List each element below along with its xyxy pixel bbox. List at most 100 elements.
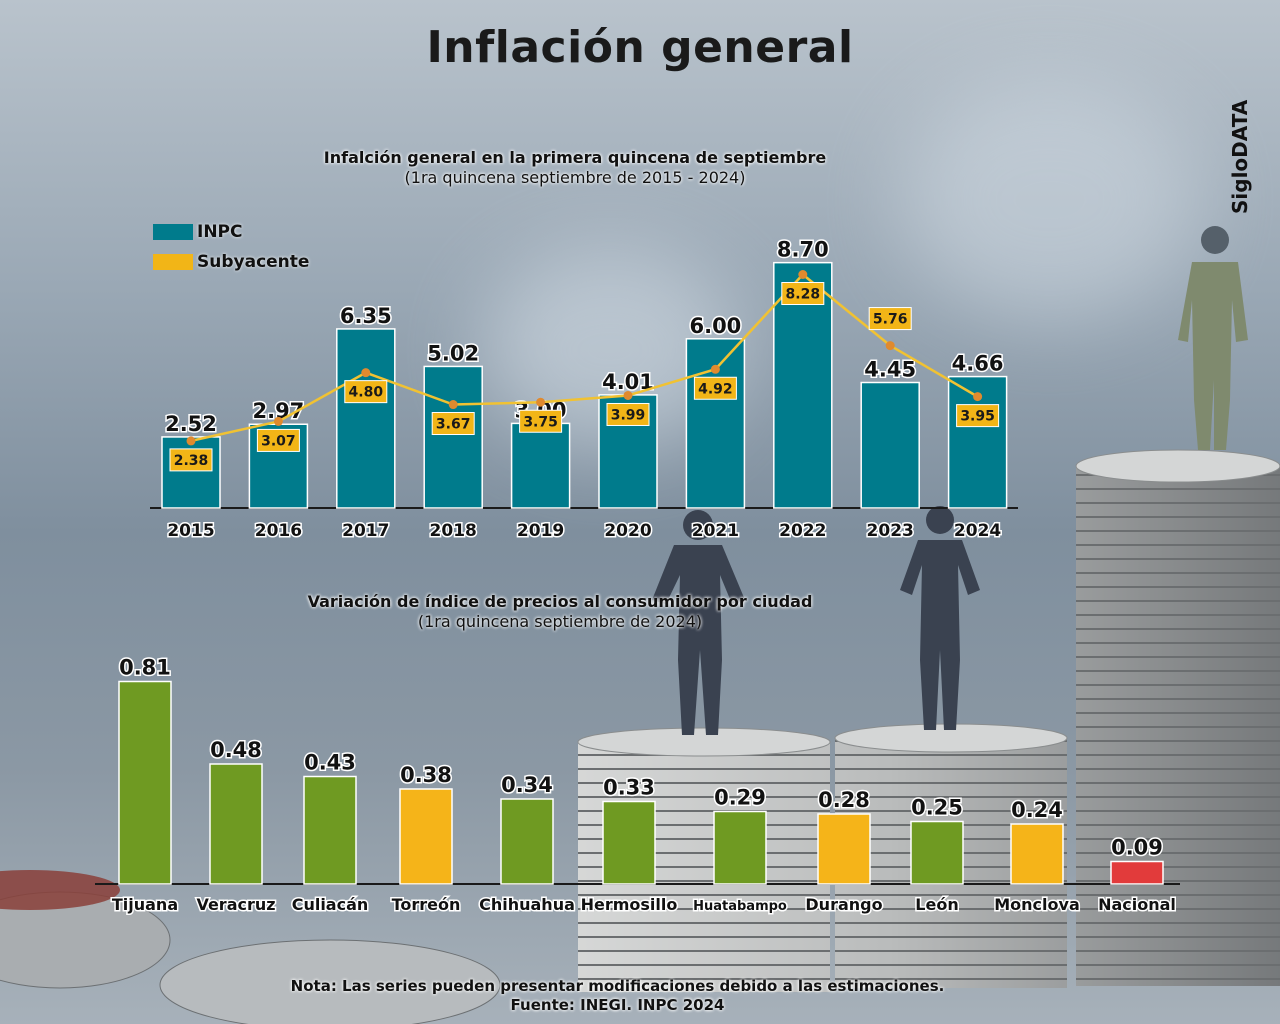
coin-top bbox=[1075, 449, 1280, 483]
bar-city-Huatabampo bbox=[713, 810, 767, 885]
label-city-Torreón: 0.38 bbox=[400, 763, 452, 787]
bar-city-Durango bbox=[817, 813, 871, 885]
footnote: Nota: Las series pueden presentar modifi… bbox=[0, 977, 1235, 1015]
label-city-Monclova: 0.24 bbox=[1011, 798, 1063, 822]
label-subyacente-2019: 3.75 bbox=[523, 414, 558, 430]
label-inpc-2024: 4.66 bbox=[952, 352, 1004, 376]
point-subyacente-2019 bbox=[536, 397, 546, 407]
label-box-subyacente-2021 bbox=[693, 376, 737, 400]
tick-city-Culiacán: Culiacán bbox=[292, 895, 369, 914]
label-subyacente-2016: 3.07 bbox=[261, 433, 296, 449]
label-subyacente-2021: 4.92 bbox=[698, 381, 733, 397]
label-city-Durango: 0.28 bbox=[818, 788, 870, 812]
bar-city-Culiacán bbox=[303, 775, 357, 885]
background-glow bbox=[900, 80, 1200, 320]
point-subyacente-2018 bbox=[448, 400, 458, 410]
tick-city-Tijuana: Tijuana bbox=[112, 895, 178, 914]
figurine-left bbox=[652, 510, 745, 735]
label-inpc-2018: 5.02 bbox=[427, 341, 479, 365]
page-title: Inflación general bbox=[426, 22, 854, 73]
label-box-subyacente-2015 bbox=[169, 448, 213, 472]
coin-stack-right bbox=[1076, 466, 1280, 986]
label-city-Nacional: 0.09 bbox=[1111, 836, 1163, 860]
figurine-middle bbox=[900, 506, 980, 730]
tick-year-2023: 2023 bbox=[867, 521, 914, 541]
label-inpc-2022: 8.70 bbox=[777, 238, 829, 262]
point-subyacente-2021 bbox=[710, 364, 720, 374]
bar-city-Hermosillo bbox=[602, 800, 656, 885]
label-subyacente-2023: 5.76 bbox=[873, 312, 908, 328]
label-inpc-2015: 2.52 bbox=[165, 412, 217, 436]
bar-inpc-2023 bbox=[860, 381, 920, 509]
label-city-Culiacán: 0.43 bbox=[304, 751, 356, 775]
label-city-León: 0.25 bbox=[911, 796, 963, 820]
bar-city-Nacional bbox=[1110, 860, 1164, 885]
point-subyacente-2020 bbox=[623, 390, 633, 400]
bar-city-Monclova bbox=[1010, 823, 1064, 885]
bar-city-Torreón bbox=[399, 788, 453, 885]
coin-scattered bbox=[159, 939, 501, 1024]
label-subyacente-2017: 4.80 bbox=[349, 385, 384, 401]
bar-inpc-2017 bbox=[336, 328, 396, 509]
bar-city-Tijuana bbox=[118, 680, 172, 885]
label-box-subyacente-2017 bbox=[344, 380, 388, 404]
legend-subyacente-swatch bbox=[153, 254, 193, 270]
label-city-Tijuana: 0.81 bbox=[119, 656, 171, 680]
label-box-subyacente-2018 bbox=[431, 412, 475, 436]
label-subyacente-2022: 8.28 bbox=[786, 287, 821, 303]
label-city-Chihuahua: 0.34 bbox=[501, 773, 553, 797]
tick-year-2024: 2024 bbox=[954, 521, 1001, 541]
tick-city-Nacional: Nacional bbox=[1098, 895, 1176, 914]
tick-year-2022: 2022 bbox=[779, 521, 826, 541]
label-city-Huatabampo: 0.29 bbox=[714, 786, 766, 810]
tick-city-Chihuahua: Chihuahua bbox=[479, 895, 575, 914]
tick-year-2021: 2021 bbox=[692, 521, 739, 541]
label-inpc-2023: 4.45 bbox=[864, 358, 916, 382]
point-subyacente-2023 bbox=[885, 341, 895, 351]
tick-city-León: León bbox=[915, 895, 958, 914]
legend-inpc: INPC bbox=[153, 221, 243, 243]
tick-year-2015: 2015 bbox=[167, 521, 214, 541]
label-city-Veracruz: 0.48 bbox=[210, 738, 262, 762]
point-subyacente-2022 bbox=[798, 270, 808, 280]
legend-subyacente-label: Subyacente bbox=[197, 252, 310, 272]
coin-top bbox=[577, 727, 831, 757]
bar-city-Veracruz bbox=[209, 763, 263, 885]
coin-scattered bbox=[0, 870, 120, 910]
tick-city-Huatabampo: Huatabampo bbox=[693, 899, 787, 914]
label-subyacente-2018: 3.67 bbox=[436, 417, 471, 433]
label-city-Hermosillo: 0.33 bbox=[603, 776, 655, 800]
tick-city-Durango: Durango bbox=[805, 895, 882, 914]
label-box-subyacente-2023 bbox=[868, 307, 912, 331]
tick-year-2018: 2018 bbox=[430, 521, 477, 541]
tick-city-Torreón: Torreón bbox=[392, 895, 461, 914]
legend-subyacente: Subyacente bbox=[153, 251, 309, 273]
chart1-title-text: Infalción general en la primera quincena… bbox=[323, 148, 827, 167]
tick-year-2019: 2019 bbox=[517, 521, 564, 541]
bar-inpc-2018 bbox=[423, 365, 483, 509]
label-box-subyacente-2024 bbox=[956, 404, 1000, 428]
bar-inpc-2019 bbox=[510, 422, 571, 509]
legend-inpc-label: INPC bbox=[197, 222, 243, 242]
label-subyacente-2020: 3.99 bbox=[611, 407, 646, 423]
point-subyacente-2015 bbox=[186, 436, 196, 446]
label-inpc-2021: 6.00 bbox=[689, 314, 741, 338]
legend-inpc-swatch bbox=[153, 224, 193, 240]
label-subyacente-2024: 3.95 bbox=[960, 409, 995, 425]
chart1-title: Infalción general en la primera quincena… bbox=[280, 148, 870, 188]
note-text: Nota: Las series pueden presentar modifi… bbox=[290, 977, 945, 995]
label-box-subyacente-2019 bbox=[519, 409, 563, 433]
label-inpc-2017: 6.35 bbox=[340, 304, 392, 328]
chart2-subtitle: (1ra quincena septiembre de 2024) bbox=[417, 612, 703, 631]
tick-city-Monclova: Monclova bbox=[994, 895, 1080, 914]
point-subyacente-2017 bbox=[361, 368, 371, 378]
label-subyacente-2015: 2.38 bbox=[174, 453, 209, 469]
point-subyacente-2016 bbox=[273, 416, 283, 426]
figurine-right bbox=[1178, 226, 1248, 450]
label-inpc-2020: 4.01 bbox=[602, 370, 654, 394]
tick-year-2016: 2016 bbox=[255, 521, 302, 541]
tick-year-2020: 2020 bbox=[604, 521, 651, 541]
point-subyacente-2024 bbox=[973, 392, 983, 402]
